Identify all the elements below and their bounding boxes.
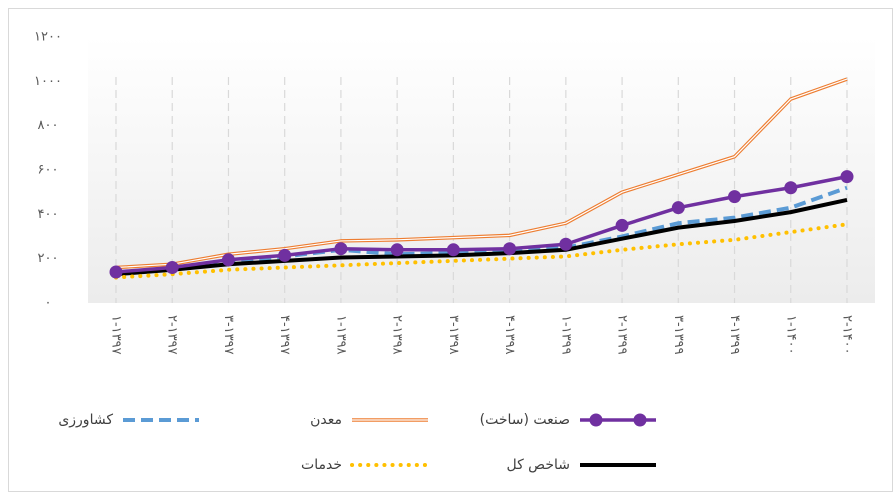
marker xyxy=(334,242,348,256)
x-tick-label: ۴-۱۳۹۹ xyxy=(727,315,742,355)
marker xyxy=(784,181,798,195)
series-line xyxy=(115,174,848,274)
x-tick-label: ۳-۱۳۹۷ xyxy=(221,315,236,355)
y-tick-label: ۰ xyxy=(45,296,52,311)
marker xyxy=(278,248,292,262)
marker xyxy=(503,242,517,256)
x-tick-label: ۱-۱۴۰۰ xyxy=(783,315,798,355)
legend-label: خدمات xyxy=(301,457,342,473)
marker xyxy=(559,237,573,251)
y-tick-label: ۴۰۰ xyxy=(38,207,59,222)
marker xyxy=(840,170,854,184)
legend-label: صنعت (ساخت) xyxy=(480,412,570,428)
y-tick-label: ۱۰۰۰ xyxy=(34,74,62,89)
x-tick-label: ۲-۱۴۰۰ xyxy=(840,315,855,355)
x-tick-label: ۲-۱۳۹۸ xyxy=(390,315,405,355)
x-tick-label: ۱-۱۳۹۸ xyxy=(333,315,348,355)
x-tick-label: ۳-۱۳۹۹ xyxy=(671,315,686,355)
legend-marker xyxy=(589,413,603,427)
marker xyxy=(390,243,404,257)
legend-marker xyxy=(633,413,647,427)
marker xyxy=(221,253,235,267)
legend-label: شاخص کل xyxy=(506,457,570,473)
x-tick-label: ۳-۱۳۹۸ xyxy=(446,315,461,355)
series-line xyxy=(115,197,848,277)
x-tick-label: ۴-۱۳۹۸ xyxy=(502,315,517,355)
marker xyxy=(446,243,460,257)
x-tick-label: ۲-۱۳۹۹ xyxy=(615,315,630,355)
marker xyxy=(109,265,123,279)
marker xyxy=(728,190,742,204)
marker xyxy=(671,201,685,215)
series-line-inner xyxy=(115,78,848,269)
x-tick-label: ۲-۱۳۹۷ xyxy=(165,315,180,355)
x-tick-label: ۱-۱۳۹۹ xyxy=(558,315,573,355)
legend-label: کشاورزی xyxy=(58,412,113,428)
x-tick-label: ۴-۱۳۹۷ xyxy=(277,315,292,355)
y-tick-label: ۶۰۰ xyxy=(38,163,59,178)
y-tick-label: ۲۰۰ xyxy=(38,251,59,266)
y-tick-label: ۸۰۰ xyxy=(38,118,59,133)
y-tick-label: ۱۲۰۰ xyxy=(34,30,62,45)
x-tick-label: ۱-۱۳۹۷ xyxy=(109,315,124,355)
marker xyxy=(165,261,179,275)
marker xyxy=(615,218,629,232)
legend-label: معدن xyxy=(310,412,342,428)
series-line xyxy=(114,222,849,280)
